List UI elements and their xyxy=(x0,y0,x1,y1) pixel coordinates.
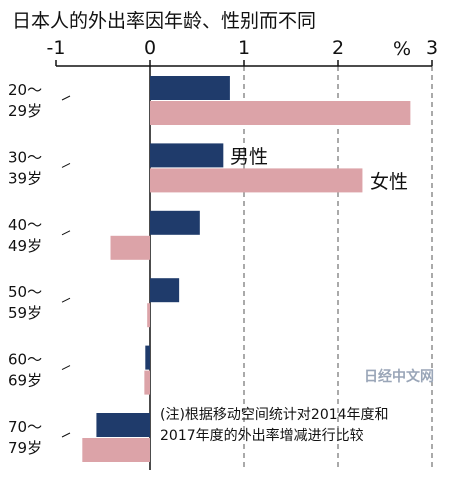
category-labels: 20～ 29岁 30～ 39岁 40～ 49岁 50～ 59岁 60～ 69岁 70～ 79岁 xyxy=(8,81,71,457)
category-label-line1: 30～ xyxy=(8,148,42,166)
bar-female xyxy=(144,370,150,395)
legend-male: 男性 xyxy=(230,146,268,168)
category-tick xyxy=(61,162,71,168)
category-label-line1: 20～ xyxy=(8,81,42,99)
bar-male xyxy=(145,345,150,370)
category-label-line1: 70～ xyxy=(8,418,42,436)
x-tick-label: 1 xyxy=(238,37,250,59)
category-label-line2: 49岁 xyxy=(8,237,42,255)
category-label-line1: 40～ xyxy=(8,216,42,234)
x-tick-label: 0 xyxy=(144,37,156,59)
bar-female xyxy=(150,168,363,193)
category-label-line2: 29岁 xyxy=(8,102,42,120)
bar-female xyxy=(147,303,150,328)
x-tick-label: -1 xyxy=(47,37,66,59)
watermark: 日经中文网 xyxy=(364,368,434,385)
category-tick xyxy=(61,432,71,438)
x-tick-label: 2 xyxy=(332,37,344,59)
chart-title: 日本人的外出率因年龄、性别而不同 xyxy=(12,10,316,32)
category-tick xyxy=(61,95,71,101)
category-label-line2: 59岁 xyxy=(8,304,42,322)
bar-male xyxy=(150,76,230,100)
category-label-line2: 79岁 xyxy=(8,439,42,457)
unit-label: % xyxy=(393,38,411,60)
bar-female xyxy=(110,235,150,260)
category-tick xyxy=(61,297,71,303)
bar-male xyxy=(150,210,200,235)
x-tick-label: 3 xyxy=(426,37,438,59)
bar-female xyxy=(82,438,150,462)
legend-female: 女性 xyxy=(370,171,408,193)
bar-male xyxy=(150,278,180,303)
footnote: (注)根据移动空间统计对2014年度和 2017年度的外出率增减进行比较 xyxy=(160,407,389,444)
x-axis-ticks: -1 0 1 2 3 xyxy=(47,37,438,67)
category-label-line2: 39岁 xyxy=(8,169,42,187)
bar-female xyxy=(150,101,411,125)
bar-male xyxy=(96,413,150,437)
grid-lines xyxy=(149,66,433,470)
footnote-line2: 2017年度的外出率增减进行比较 xyxy=(160,427,364,444)
category-label-line1: 60～ xyxy=(8,351,42,369)
bars xyxy=(82,76,411,462)
category-label-line1: 50～ xyxy=(8,283,42,301)
footnote-line1: (注)根据移动空间统计对2014年度和 xyxy=(160,407,389,423)
category-tick xyxy=(61,365,71,371)
category-tick xyxy=(61,230,71,236)
bar-male xyxy=(150,143,224,168)
category-label-line2: 69岁 xyxy=(8,372,42,390)
